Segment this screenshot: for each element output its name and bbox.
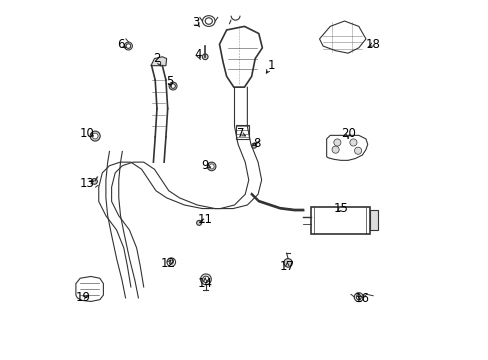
Text: 8: 8 — [253, 137, 260, 150]
Text: 5: 5 — [165, 75, 173, 88]
Bar — [310, 207, 369, 234]
Circle shape — [209, 164, 214, 169]
Circle shape — [349, 139, 356, 146]
Circle shape — [166, 258, 175, 266]
Text: 10: 10 — [80, 127, 95, 140]
Circle shape — [207, 162, 216, 171]
Text: 2: 2 — [153, 52, 161, 65]
Text: 9: 9 — [201, 159, 208, 172]
Polygon shape — [319, 21, 365, 53]
Text: 19: 19 — [75, 291, 90, 305]
Circle shape — [90, 131, 100, 141]
Text: 15: 15 — [333, 202, 347, 215]
Polygon shape — [219, 26, 262, 87]
Text: 18: 18 — [365, 38, 380, 51]
Circle shape — [169, 260, 173, 264]
Text: 14: 14 — [197, 277, 212, 290]
Text: 6: 6 — [117, 38, 125, 51]
Polygon shape — [76, 276, 103, 301]
Bar — [369, 210, 378, 230]
Text: 20: 20 — [340, 127, 355, 140]
Text: 17: 17 — [279, 260, 294, 273]
Text: 16: 16 — [354, 292, 369, 305]
Circle shape — [196, 220, 201, 225]
Polygon shape — [151, 57, 166, 66]
Text: 1: 1 — [267, 59, 274, 72]
Bar — [236, 125, 248, 139]
Circle shape — [91, 179, 97, 184]
Polygon shape — [326, 135, 367, 160]
Text: 13: 13 — [80, 177, 95, 190]
Text: 3: 3 — [192, 16, 200, 29]
Circle shape — [283, 258, 292, 267]
Text: 7: 7 — [237, 127, 244, 140]
Text: 12: 12 — [160, 257, 175, 270]
Circle shape — [331, 146, 339, 153]
Circle shape — [333, 139, 340, 146]
Circle shape — [202, 54, 207, 60]
Circle shape — [251, 143, 256, 148]
Circle shape — [354, 147, 361, 154]
Circle shape — [92, 133, 98, 139]
Text: 11: 11 — [197, 213, 212, 226]
Text: 4: 4 — [194, 49, 202, 62]
